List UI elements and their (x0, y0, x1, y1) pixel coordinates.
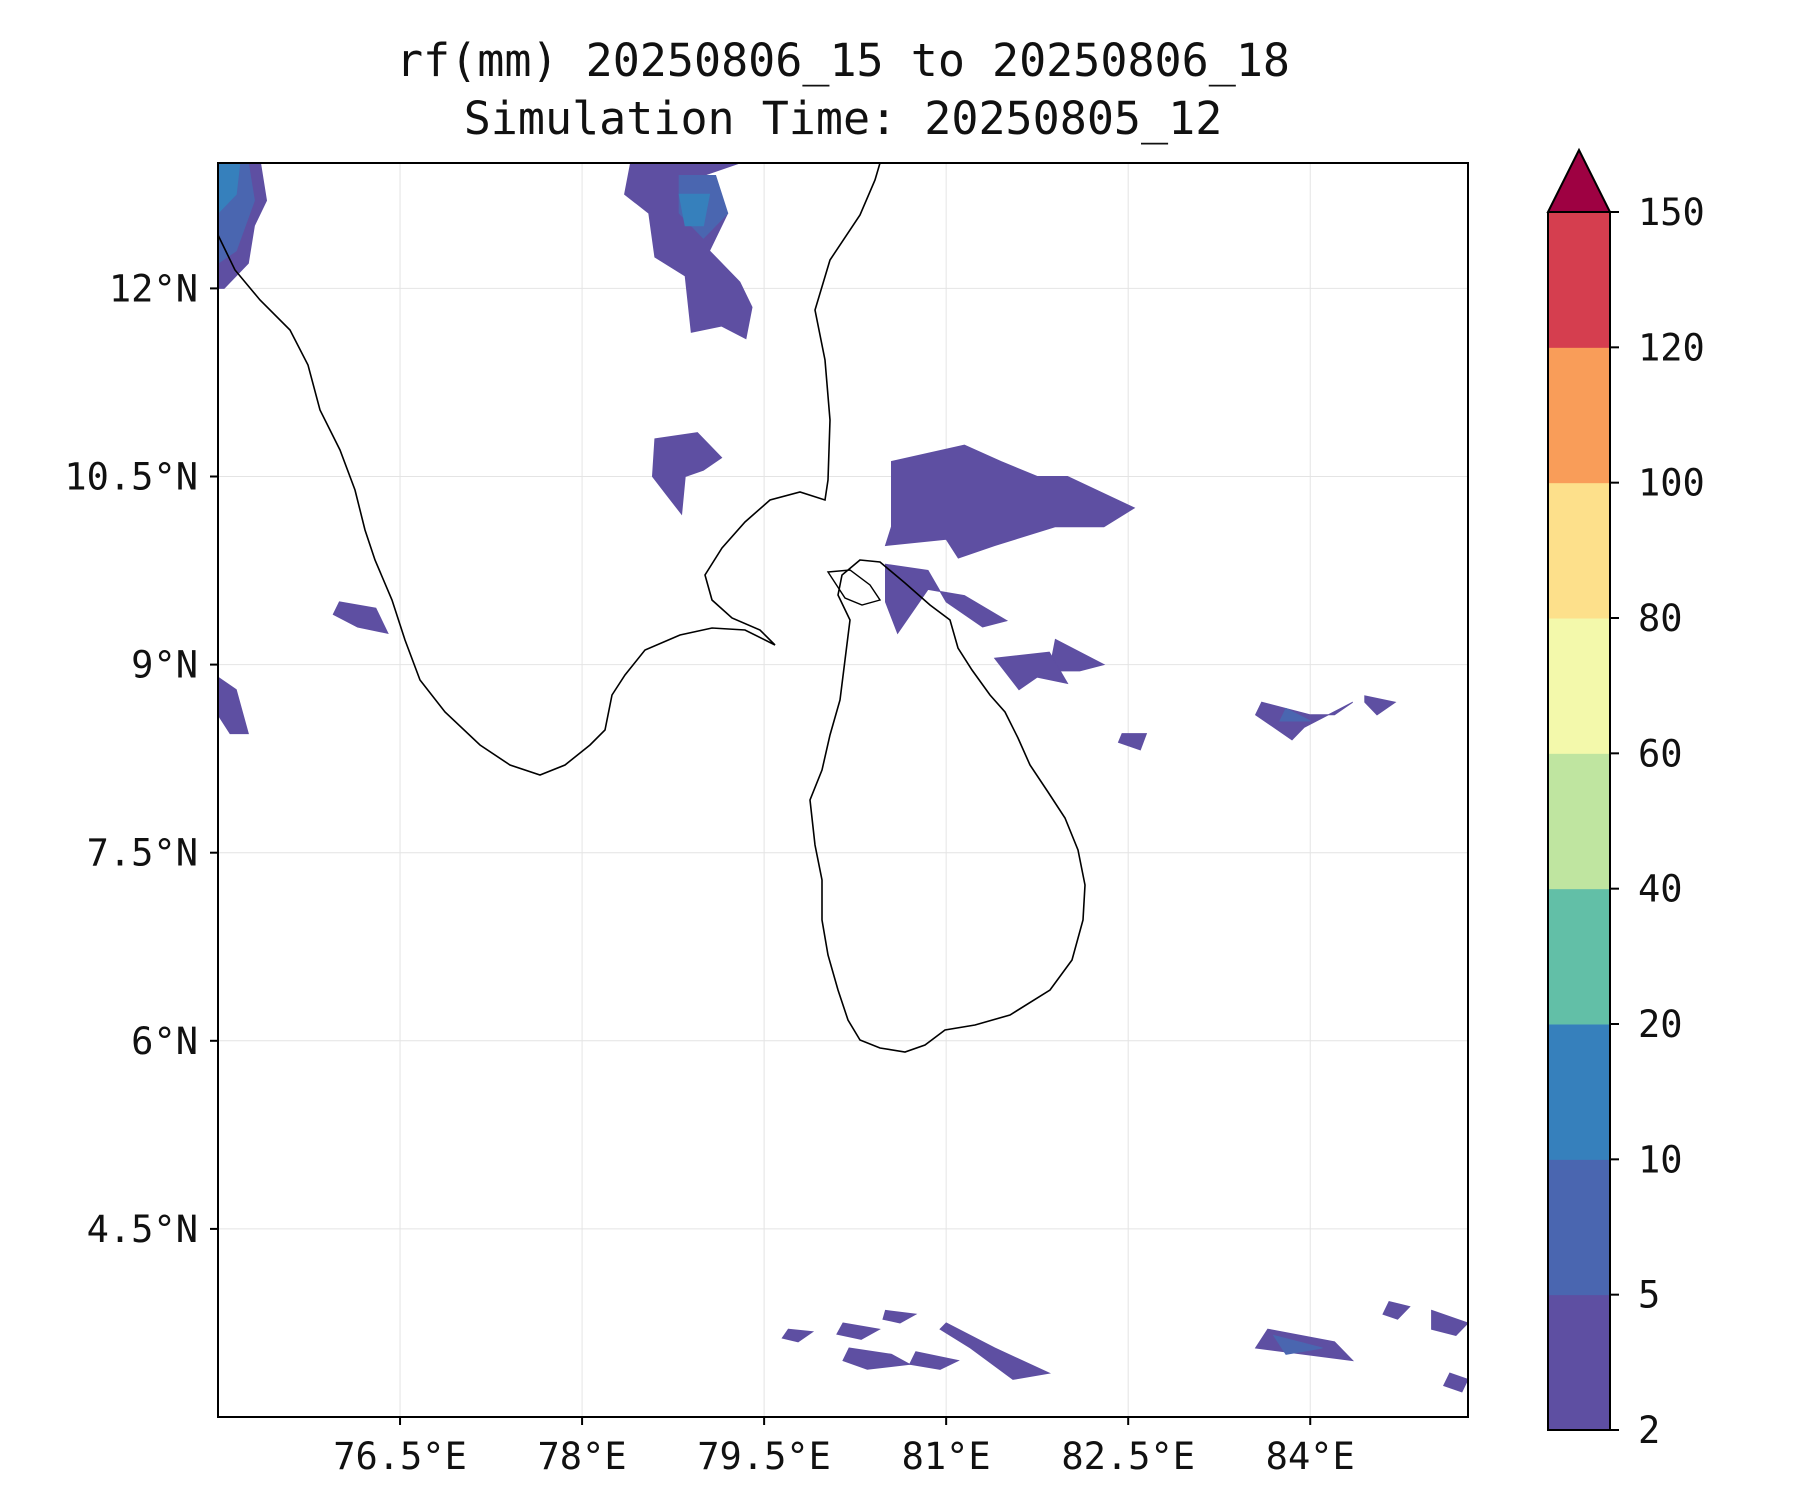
lon-tick-label: 82.5°E (1061, 1435, 1195, 1478)
colorbar-segment (1548, 618, 1610, 754)
lat-tick-label: 9°N (131, 644, 198, 687)
rain-region-2-5 (218, 676, 249, 735)
rain-region-2-5 (1364, 695, 1397, 716)
lon-tick-label: 81°E (902, 1435, 991, 1478)
colorbar-tick-label: 80 (1638, 597, 1683, 640)
lat-tick-label: 6°N (131, 1020, 198, 1063)
colorbar-segment (1548, 753, 1610, 890)
colorbar-tick-label: 60 (1638, 732, 1683, 775)
colorbar-segment (1548, 212, 1610, 348)
lat-tick-label: 12°N (109, 267, 198, 310)
colorbar-segment (1548, 1294, 1610, 1431)
rain-region-2-5 (882, 1309, 918, 1324)
colorbar-tick-label: 100 (1638, 462, 1705, 505)
lat-tick-label: 10.5°N (64, 456, 198, 499)
latitude-ticks: 12°N 10.5°N 9°N 7.5°N 6°N 4.5°N (64, 267, 218, 1251)
rain-region-2-5 (993, 651, 1069, 691)
lon-tick-label: 76.5°E (333, 1435, 467, 1478)
rain-region-5-10 (1279, 707, 1311, 722)
lat-tick-label: 7.5°N (87, 832, 198, 875)
rain-region-2-5 (1443, 1372, 1468, 1393)
colorbar-segment (1548, 347, 1610, 484)
lat-tick-label: 4.5°N (87, 1208, 198, 1251)
rain-region-5-10 (1272, 1334, 1323, 1355)
colorbar-segment (1548, 1159, 1610, 1296)
colorbar-segment (1548, 888, 1610, 1025)
rain-region-2-5 (781, 1328, 815, 1343)
rain-region-2-5 (842, 1347, 912, 1370)
colorbar-tick-label: 120 (1638, 326, 1705, 369)
colorbar-extend-arrow (1546, 147, 1612, 213)
colorbar-tick-label: 5 (1638, 1274, 1660, 1317)
rain-region-2-5 (651, 432, 723, 516)
lon-tick-label: 78°E (538, 1435, 627, 1478)
lon-tick-label: 84°E (1266, 1435, 1355, 1478)
colorbar-tick-label: 40 (1638, 868, 1683, 911)
colorbar-segment (1548, 1024, 1610, 1160)
colorbar-frame (1547, 212, 1611, 1431)
colorbar: 2 5 10 20 40 60 80 100 120 150 (1546, 147, 1705, 1452)
rain-region-2-5 (1382, 1301, 1411, 1320)
rain-region-2-5 (908, 1351, 960, 1370)
rain-region-2-5 (332, 601, 389, 634)
rain-region-10-20 (218, 163, 241, 214)
longitude-ticks: 76.5°E 78°E 79.5°E 81°E 82.5°E 84°E (333, 1417, 1355, 1478)
coastline-sri-lanka (809, 559, 1086, 1053)
map-frame (217, 162, 1469, 1418)
rain-region-2-5 (939, 1322, 1051, 1380)
rain-region-2-5 (884, 444, 1136, 559)
map-title: rf(mm) 20250806_15 to 20250806_18 (395, 34, 1291, 87)
colorbar-tick-label: 2 (1638, 1409, 1660, 1452)
map-subtitle: Simulation Time: 20250805_12 (463, 92, 1223, 145)
gridlines (218, 163, 1468, 1417)
lon-tick-label: 79.5°E (697, 1435, 831, 1478)
colorbar-tick-label: 150 (1638, 191, 1705, 234)
rain-region-10-20 (678, 193, 711, 227)
colorbar-tick-label: 10 (1638, 1138, 1683, 1181)
colorbar-tick-label: 20 (1638, 1003, 1683, 1046)
coastline-india (218, 163, 881, 776)
coastline (218, 163, 1086, 1053)
coastline-jaffna (826, 569, 882, 606)
rain-region-2-5 (885, 563, 1009, 635)
rain-region-2-5 (1117, 733, 1148, 751)
colorbar-segment (1548, 482, 1610, 619)
rain-region-2-5 (836, 1322, 881, 1340)
rain-region-2-5 (1431, 1309, 1468, 1337)
rainfall-contours (218, 163, 1468, 1393)
